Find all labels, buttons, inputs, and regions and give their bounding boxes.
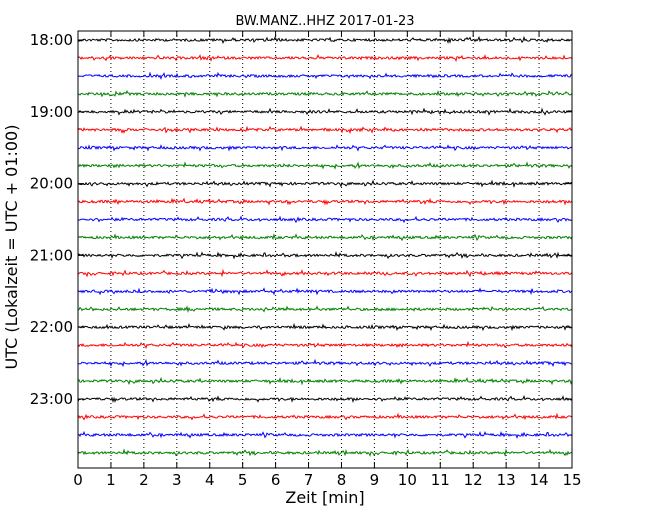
y-tick-label-0: 18:00 [30,31,73,49]
x-tick-label-0: 0 [73,471,83,489]
y-tick-label-4: 22:00 [30,318,73,336]
trace-2130 [77,287,573,296]
x-tick-label-15: 15 [562,471,581,489]
trace-1830 [77,71,573,80]
trace-2000 [77,179,573,188]
x-tick-label-4: 4 [205,471,215,489]
y-axis-ticks: 18:00 19:00 20:00 21:00 22:00 23:00 [30,31,572,408]
x-tick-label-12: 12 [464,471,483,489]
trace-1930 [77,144,573,152]
vertical-gridlines [110,31,540,468]
x-axis-ticks: 0 1 2 3 4 5 6 7 8 9 10 11 12 13 14 15 [73,31,582,489]
trace-2330 [77,430,573,440]
trace-2115 [77,268,573,278]
trace-2230 [77,358,573,368]
y-axis-label: UTC (Lokalzeit = UTC + 01:00) [2,125,21,370]
x-tick-label-13: 13 [497,471,516,489]
x-tick-label-14: 14 [530,471,549,489]
trace-1945 [77,161,573,170]
trace-1845 [77,89,573,98]
plot-frame [77,30,573,469]
trace-1900 [77,107,573,116]
x-tick-label-11: 11 [431,471,450,489]
trace-2045 [77,233,573,242]
x-tick-label-3: 3 [172,471,182,489]
trace-2300 [77,394,573,404]
x-tick-label-9: 9 [370,471,380,489]
trace-2100 [77,250,573,260]
x-tick-label-6: 6 [271,471,281,489]
trace-1800 [77,35,573,45]
trace-2030 [77,215,573,224]
x-tick-label-7: 7 [304,471,314,489]
trace-1815 [77,53,573,63]
trace-2015 [77,197,573,206]
x-tick-label-1: 1 [106,471,116,489]
trace-2200 [77,322,573,332]
y-tick-label-1: 19:00 [30,103,73,121]
x-tick-label-10: 10 [398,471,417,489]
trace-2215 [77,340,573,350]
y-tick-label-5: 23:00 [30,390,73,408]
seismic-traces [77,35,573,457]
trace-2245 [77,376,573,386]
trace-2315 [77,412,573,421]
y-tick-label-2: 20:00 [30,175,73,193]
x-tick-label-5: 5 [238,471,248,489]
x-axis-label: Zeit [min] [285,488,364,507]
trace-2145 [77,305,573,314]
chart-title: BW.MANZ..HHZ 2017-01-23 [235,14,414,29]
x-tick-label-8: 8 [337,471,347,489]
y-tick-label-3: 21:00 [30,246,73,264]
trace-2345 [77,448,573,457]
trace-1915 [77,125,573,135]
x-tick-label-2: 2 [139,471,149,489]
